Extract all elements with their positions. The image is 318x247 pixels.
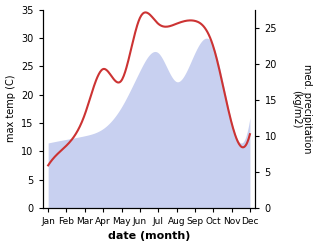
Y-axis label: med. precipitation
(kg/m2): med. precipitation (kg/m2): [291, 64, 313, 153]
Y-axis label: max temp (C): max temp (C): [5, 75, 16, 143]
X-axis label: date (month): date (month): [108, 231, 190, 242]
